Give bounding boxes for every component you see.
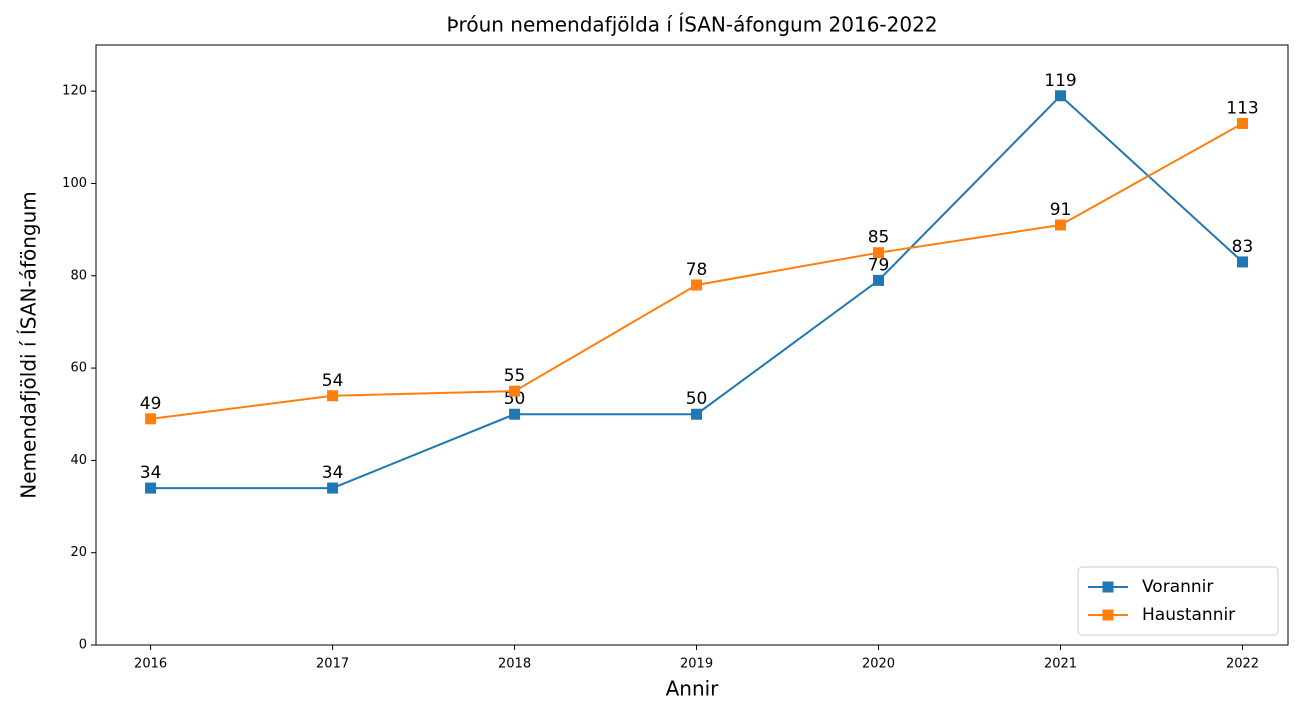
marker [691, 408, 703, 420]
y-axis-label: Nemendafjöldi í ÍSAN-áföngum [17, 191, 41, 498]
data-label: 119 [1044, 71, 1076, 91]
chart-title: Þróun nemendafjölda í ÍSAN-áfongum 2016-… [446, 13, 937, 37]
y-tick-label: 100 [62, 176, 87, 191]
y-tick-label: 20 [70, 545, 87, 560]
plot-frame [95, 44, 1289, 646]
x-tick-label: 2020 [862, 657, 895, 672]
x-tick-label: 2022 [1226, 657, 1259, 672]
data-label: 55 [504, 366, 526, 386]
marker [691, 279, 703, 291]
legend-label: Vorannir [1142, 577, 1213, 597]
legend: Vorannir Haustannir [1077, 566, 1279, 636]
marker [509, 408, 521, 420]
x-axis-label: Annir [666, 677, 720, 701]
legend-box [1077, 566, 1279, 636]
legend-marker [1102, 609, 1114, 621]
x-tick-label: 2017 [316, 657, 349, 672]
marker [1237, 117, 1249, 129]
data-label: 91 [1050, 200, 1072, 220]
data-label: 83 [1232, 237, 1254, 257]
marker [873, 247, 885, 259]
marker [873, 274, 885, 286]
x-tick-label: 2019 [680, 657, 713, 672]
marker [1237, 256, 1249, 268]
series-line [150, 94, 1244, 490]
data-label: 79 [868, 255, 890, 275]
y-tick-label: 60 [70, 361, 87, 376]
marker [145, 482, 157, 494]
data-label: 78 [686, 260, 708, 280]
data-label: 113 [1226, 98, 1258, 118]
x-tick-label: 2016 [134, 657, 167, 672]
marker [327, 482, 339, 494]
y-tick-label: 80 [70, 268, 87, 283]
data-label: 49 [140, 394, 162, 414]
data-label: 85 [868, 228, 890, 248]
marker [145, 413, 157, 425]
y-tick-label: 0 [79, 638, 87, 653]
marker [509, 385, 521, 397]
marker [1055, 219, 1067, 231]
data-label: 54 [322, 371, 344, 391]
y-tick-label: 120 [62, 84, 87, 99]
legend-marker [1102, 581, 1114, 593]
x-tick-label: 2021 [1044, 657, 1077, 672]
x-tick-label: 2018 [498, 657, 531, 672]
marker [1055, 90, 1067, 102]
data-label: 50 [686, 389, 708, 409]
marker [327, 390, 339, 402]
y-tick-label: 40 [70, 453, 87, 468]
legend-label: Haustannir [1142, 605, 1235, 625]
data-label: 34 [140, 463, 162, 483]
data-label: 34 [322, 463, 344, 483]
